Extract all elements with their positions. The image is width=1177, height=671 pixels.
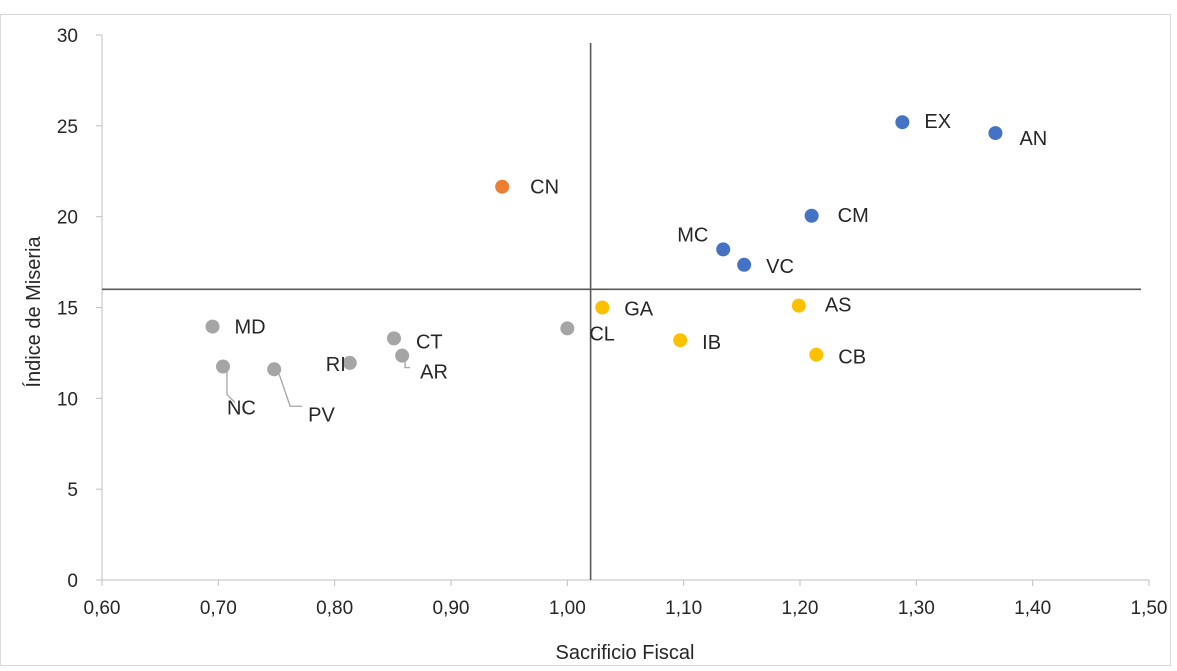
data-point-ib bbox=[673, 333, 688, 348]
point-labels: EX AN CM MC VC CN GA AS IB CB CL MD CT RI AR NC PV bbox=[226, 111, 1047, 426]
data-point-vc bbox=[737, 257, 752, 272]
data-point-md bbox=[205, 319, 220, 334]
point-label-as: AS bbox=[825, 295, 852, 317]
data-point-ri bbox=[342, 355, 357, 370]
data-point-pv bbox=[267, 362, 282, 377]
y-tick-label: 15 bbox=[57, 299, 78, 320]
y-tick-label: 30 bbox=[57, 26, 78, 47]
data-point-ex bbox=[895, 115, 910, 130]
data-point-ar bbox=[395, 348, 410, 363]
point-label-cn: CN bbox=[530, 177, 559, 199]
chart-border bbox=[0, 14, 1171, 666]
point-label-ri: RI bbox=[326, 354, 346, 376]
data-point-nc bbox=[215, 359, 230, 374]
x-tick-label: 0,90 bbox=[433, 598, 470, 619]
point-label-ga: GA bbox=[624, 299, 654, 321]
data-point-mc bbox=[716, 242, 731, 257]
x-tick-label: 1,20 bbox=[782, 598, 819, 619]
data-points bbox=[205, 115, 1003, 377]
x-axis-title: Sacrificio Fiscal bbox=[556, 642, 695, 664]
point-label-pv: PV bbox=[308, 404, 335, 426]
point-label-md: MD bbox=[235, 317, 266, 339]
y-tick-label: 0 bbox=[67, 571, 78, 592]
data-point-as bbox=[791, 298, 806, 313]
point-label-cm: CM bbox=[838, 205, 869, 227]
point-label-nc: NC bbox=[227, 398, 256, 420]
point-label-ex: EX bbox=[924, 111, 951, 133]
point-label-ib: IB bbox=[702, 332, 721, 354]
leader-line-pv bbox=[278, 374, 303, 407]
data-point-an bbox=[988, 126, 1003, 141]
point-label-vc: VC bbox=[766, 256, 794, 278]
y-axis-title: Índice de Miseria bbox=[22, 236, 45, 388]
x-tick-label: 0,70 bbox=[200, 598, 237, 619]
x-tick-label: 1,40 bbox=[1014, 598, 1051, 619]
y-tick-label: 20 bbox=[57, 208, 78, 229]
data-point-ga bbox=[595, 300, 610, 315]
leader-line-ar bbox=[404, 361, 411, 369]
data-point-cn bbox=[495, 179, 510, 194]
point-label-mc: MC bbox=[677, 224, 708, 246]
y-tick-label: 25 bbox=[57, 117, 78, 138]
x-tick-label: 1,30 bbox=[898, 598, 935, 619]
x-tick-label: 1,00 bbox=[549, 598, 586, 619]
x-tick-label: 1,50 bbox=[1131, 598, 1168, 619]
leader-line-nc bbox=[226, 371, 236, 404]
data-point-ct bbox=[386, 331, 401, 346]
x-tick-label: 0,60 bbox=[84, 598, 121, 619]
tick-labels: 0,60 0,70 0,80 0,90 1,00 1,10 1,20 1,30 1,40 1,50… bbox=[57, 26, 1168, 619]
y-tick-label: 10 bbox=[57, 389, 78, 410]
data-point-cl bbox=[560, 321, 575, 336]
point-label-ar: AR bbox=[420, 362, 448, 384]
x-tick-label: 1,10 bbox=[665, 598, 702, 619]
point-label-ct: CT bbox=[416, 331, 443, 353]
point-label-cb: CB bbox=[838, 347, 866, 369]
point-label-cl: CL bbox=[589, 323, 615, 345]
point-label-an: AN bbox=[1019, 128, 1047, 150]
data-point-cm bbox=[804, 208, 819, 223]
data-point-cb bbox=[809, 347, 824, 362]
y-tick-label: 5 bbox=[67, 480, 78, 501]
x-tick-label: 0,80 bbox=[316, 598, 353, 619]
reference-lines bbox=[102, 43, 1141, 580]
